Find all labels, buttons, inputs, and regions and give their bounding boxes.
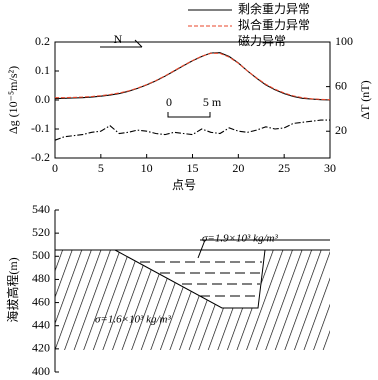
y-tick-label: 0.1 <box>35 63 50 77</box>
scale-bar <box>167 112 211 118</box>
y-tick-label: 480 <box>32 271 50 285</box>
north-label: N <box>114 32 123 46</box>
y-tick-label: 460 <box>32 294 50 308</box>
y-tick-label: -0.1 <box>31 121 50 135</box>
legend-label: 磁力异常 <box>238 33 286 48</box>
north-arrow <box>100 39 143 48</box>
y-tick-label: 540 <box>32 202 50 216</box>
y2-axis-title: ΔT (nT) <box>358 80 372 119</box>
scale-label: 0 <box>166 95 172 109</box>
series-line <box>55 52 331 101</box>
x-tick-label: 20 <box>232 161 244 175</box>
section-body <box>55 239 330 350</box>
x-tick-label: 15 <box>187 161 199 175</box>
series-line <box>54 52 331 101</box>
plot-frame <box>54 41 331 159</box>
x-tick-label: 5 <box>98 161 104 175</box>
y-tick-label: 0.2 <box>35 34 50 48</box>
y2-tick-label: 60 <box>335 78 347 92</box>
x-tick-label: 0 <box>52 161 58 175</box>
density-label: σ=1.6×10³ kg/m³ <box>95 314 171 326</box>
y-tick-label: 420 <box>32 341 50 355</box>
y-axis-title: 海拔高程(m) <box>5 257 20 322</box>
y-axis-title: Δg (10⁻⁵m/s²) <box>6 66 20 134</box>
y-tick-label: 520 <box>32 225 50 239</box>
x-tick-label: 10 <box>141 161 153 175</box>
x-axis-title: 点号 <box>172 178 196 192</box>
density-label: σ=1.9×10³ kg/m³ <box>202 233 278 245</box>
y-tick-label: -0.2 <box>31 150 50 164</box>
legend-label: 拟合重力异常 <box>238 17 310 32</box>
y-tick-label: 0.0 <box>35 92 50 106</box>
x-tick-label: 25 <box>278 161 290 175</box>
y2-tick-label: 100 <box>335 34 353 48</box>
scale-label: 5 m <box>203 95 222 109</box>
y-tick-label: 400 <box>32 364 50 378</box>
series-line <box>54 119 330 141</box>
y2-tick-label: 20 <box>335 123 347 137</box>
y-tick-label: 500 <box>32 248 50 262</box>
legend-label: 剩余重力异常 <box>238 1 310 16</box>
x-tick-label: 30 <box>324 161 336 175</box>
y-tick-label: 440 <box>32 317 50 331</box>
